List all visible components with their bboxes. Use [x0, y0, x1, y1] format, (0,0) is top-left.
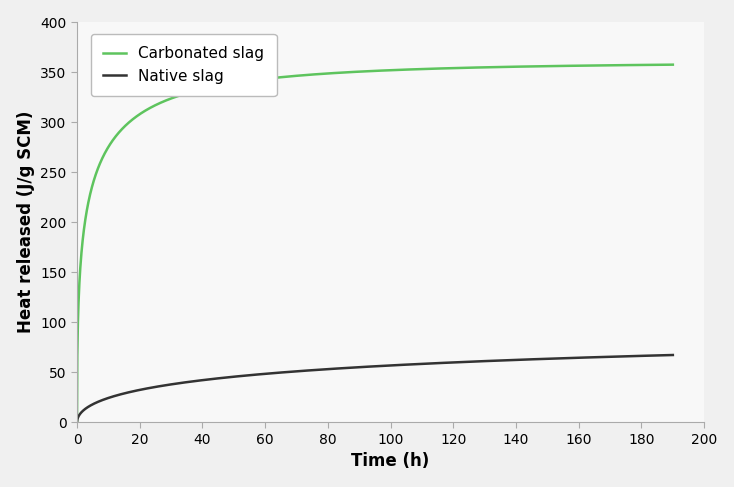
Carbonated slag: [103, 146, 112, 151]
Native slag: [363, 364, 371, 370]
Native slag: [651, 353, 660, 358]
Carbonated slag: [651, 62, 660, 68]
Carbonated slag: [346, 69, 355, 75]
X-axis label: Time (h): Time (h): [352, 452, 429, 470]
Carbonated slag: [651, 62, 660, 68]
Carbonated slag: [73, 419, 81, 425]
Native slag: [73, 419, 81, 425]
Native slag: [651, 353, 660, 358]
Native slag: [669, 352, 677, 358]
Carbonated slag: [542, 63, 550, 69]
Native slag: [346, 365, 355, 371]
Legend: Carbonated slag, Native slag: Carbonated slag, Native slag: [91, 34, 277, 96]
Carbonated slag: [669, 62, 677, 68]
Line: Carbonated slag: Carbonated slag: [77, 65, 673, 422]
Native slag: [103, 395, 112, 401]
Carbonated slag: [363, 68, 371, 74]
Native slag: [542, 356, 550, 362]
Y-axis label: Heat released (J/g SCM): Heat released (J/g SCM): [17, 111, 34, 334]
Line: Native slag: Native slag: [77, 355, 673, 422]
